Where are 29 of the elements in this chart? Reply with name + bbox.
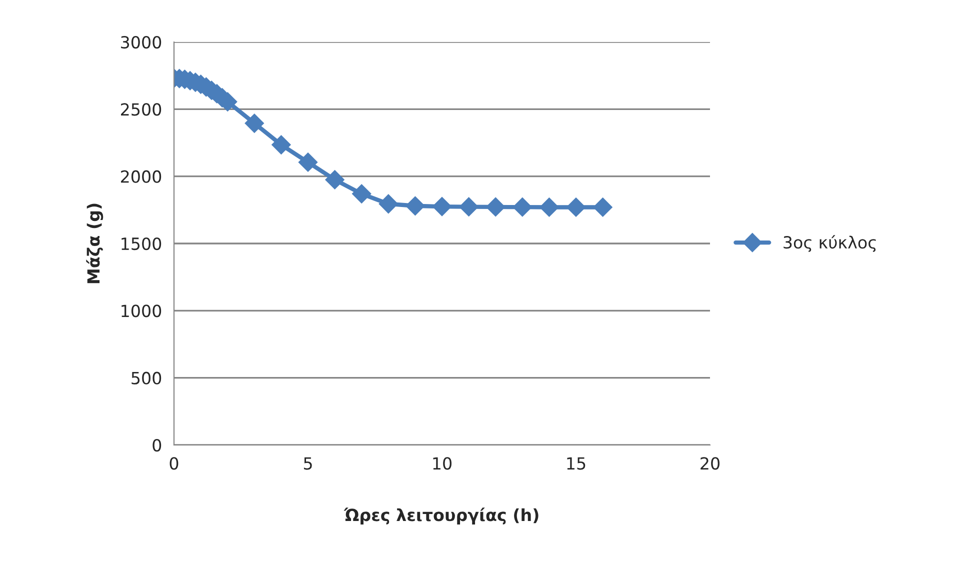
y-axis-title: Μάζα (g) (86, 204, 104, 284)
x-tick-label: 20 (700, 457, 720, 470)
point (325, 170, 344, 190)
y-tick-label: 500 (132, 372, 162, 384)
point (432, 197, 452, 216)
point (272, 135, 291, 154)
point (512, 198, 532, 217)
y-tick-label: 0 (152, 438, 162, 452)
legend-label: 3ος κύκλος (784, 235, 876, 252)
x-tick-label: 15 (567, 457, 586, 470)
point (486, 197, 506, 216)
x-tick-label: 5 (304, 457, 312, 470)
y-tick-label: 3000 (121, 36, 162, 49)
point (406, 196, 425, 216)
x-axis-title: Ώρες λειτουργίας (h) (344, 508, 538, 524)
point (540, 198, 559, 217)
point (378, 194, 398, 214)
point (459, 197, 478, 216)
y-tick-label: 2500 (121, 103, 162, 116)
y-tick-label: 1000 (122, 304, 162, 318)
y-tick-label: 2000 (121, 170, 162, 183)
y-tick-label: 1500 (122, 237, 162, 250)
x-tick-label: 10 (433, 457, 452, 470)
point (593, 198, 612, 217)
point (244, 114, 264, 133)
point (566, 198, 586, 217)
x-tick-label: 0 (170, 457, 178, 470)
point (298, 152, 318, 172)
point (352, 184, 372, 204)
